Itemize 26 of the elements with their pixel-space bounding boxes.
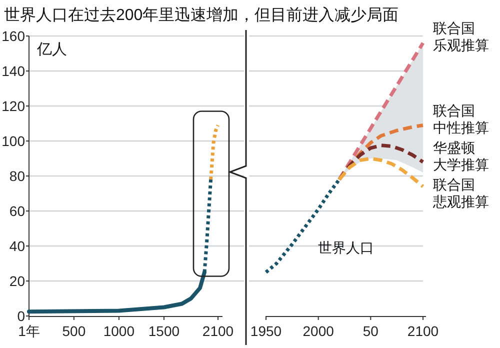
y-tick-label: 120 — [2, 98, 26, 114]
series-label: 华盛顿大学推算 — [433, 139, 489, 172]
y-tick-label: 20 — [9, 273, 26, 289]
y-tick-label: 140 — [2, 63, 26, 79]
y-tick-label: 100 — [2, 133, 26, 149]
series-label: 联合国悲观推算 — [432, 176, 489, 210]
x-tick-label: 2000 — [302, 323, 334, 339]
y-tick-label: 80 — [9, 168, 26, 184]
x-tick-label: 1950 — [250, 323, 282, 339]
line-series — [209, 124, 220, 182]
x-tick-label: 1000 — [103, 323, 135, 339]
y-axis-title: 亿人 — [36, 41, 67, 58]
series-label: 联合国中性推算 — [433, 102, 489, 136]
x-tick-label: 50 — [362, 323, 379, 339]
y-tick-label: 0 — [17, 308, 26, 324]
x-tick-label: 2100 — [202, 323, 234, 339]
x-tick-label: 500 — [62, 323, 86, 339]
y-tick-label: 60 — [9, 203, 26, 219]
x-tick-label: 1500 — [148, 323, 180, 339]
series-label: 世界人口 — [318, 239, 374, 256]
series-label: 联合国乐观推算 — [433, 20, 489, 53]
chart-title: 世界人口在过去200年里迅速增加，但目前进入减少局面 — [4, 6, 399, 24]
y-tick-label: 40 — [9, 238, 26, 254]
y-tick-label: 160 — [2, 28, 26, 44]
x-tick-label: 1年 — [18, 323, 40, 339]
x-tick-label: 2100 — [407, 323, 439, 339]
